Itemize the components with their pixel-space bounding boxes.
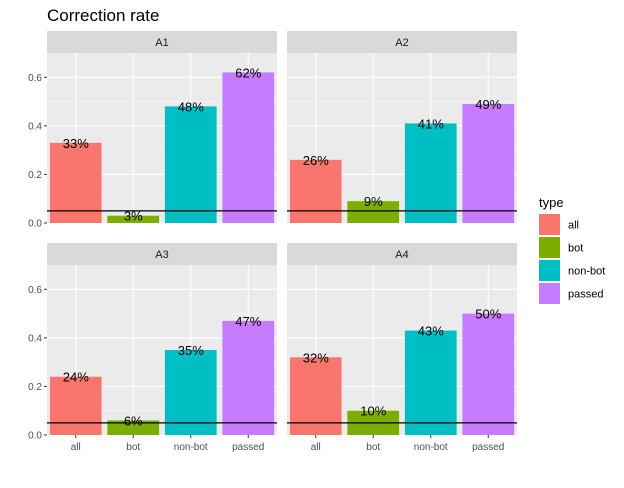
legend-title: type — [539, 195, 564, 210]
x-tick-label: all — [311, 442, 321, 453]
legend-label-non-bot: non-bot — [568, 266, 605, 278]
panel-a1: A1 33% 3% 48% 62% — [47, 31, 277, 224]
bar-passed — [222, 320, 275, 435]
x-axes: all bot non-bot passed all bot non-bot passed — [71, 435, 504, 453]
legend-swatch-passed — [539, 283, 560, 304]
facet-label: A4 — [395, 249, 408, 261]
data-label: 47% — [235, 314, 261, 329]
y-tick-label: 0.2 — [28, 382, 42, 393]
data-label: 35% — [178, 343, 204, 358]
data-label: 10% — [360, 404, 386, 419]
x-tick-label: passed — [472, 442, 504, 453]
panel-a4: A4 32% 10% 43% 50% — [287, 243, 517, 436]
facet-label: A3 — [155, 249, 168, 261]
bar-bot — [107, 215, 160, 223]
bar-non-bot — [404, 330, 457, 435]
data-label: 50% — [475, 307, 501, 322]
facet-strip — [47, 31, 277, 53]
y-tick-label: 0.0 — [28, 219, 42, 230]
x-tick-label: all — [71, 442, 81, 453]
facet-strip — [287, 243, 517, 265]
facet-label: A1 — [155, 37, 168, 49]
y-axes: 0.0 0.2 0.4 0.6 0.0 0.2 0.4 0.6 — [28, 73, 47, 442]
y-tick-label: 0.2 — [28, 170, 42, 181]
bar-all — [289, 159, 342, 223]
panel-a3: A3 24% 6% 35% 47% — [47, 243, 277, 436]
bar-bot — [347, 201, 400, 223]
data-label: 43% — [418, 324, 444, 339]
x-tick-label: passed — [232, 442, 264, 453]
bar-non-bot — [164, 350, 217, 435]
facet-strip — [47, 243, 277, 265]
data-label: 49% — [475, 97, 501, 112]
bar-passed — [462, 104, 515, 223]
y-tick-label: 0.6 — [28, 73, 42, 84]
panels: A133%3%48%62%A226%9%41%49%A324%6%35%47%A… — [47, 31, 517, 436]
data-label: 6% — [124, 413, 143, 428]
x-tick-label: bot — [126, 442, 140, 453]
bar-passed — [462, 313, 515, 435]
bar-non-bot — [164, 106, 217, 223]
data-label: 24% — [63, 370, 89, 385]
bar-non-bot — [404, 123, 457, 223]
bar-all — [49, 376, 102, 435]
x-tick-label: non-bot — [414, 442, 448, 453]
legend-label-passed: passed — [568, 289, 603, 301]
y-tick-label: 0.4 — [28, 121, 42, 132]
y-tick-label: 0.0 — [28, 431, 42, 442]
data-label: 33% — [63, 136, 89, 151]
facet-strip — [287, 31, 517, 53]
bar-all — [49, 142, 102, 223]
data-label: 26% — [303, 153, 329, 168]
data-label: 9% — [364, 194, 383, 209]
data-label: 32% — [303, 350, 329, 365]
x-tick-label: bot — [366, 442, 380, 453]
data-label: 41% — [418, 116, 444, 131]
data-label: 3% — [124, 209, 143, 224]
chart-title: Correction rate — [47, 6, 159, 25]
bar-bot — [107, 420, 160, 435]
data-label: 62% — [235, 65, 261, 80]
legend-swatch-non-bot — [539, 260, 560, 281]
data-label: 48% — [178, 99, 204, 114]
legend-swatch-all — [539, 214, 560, 235]
legend-label-all: all — [568, 220, 579, 232]
x-tick-label: non-bot — [174, 442, 208, 453]
bar-all — [289, 357, 342, 435]
legend-swatch-bot — [539, 237, 560, 258]
bar-passed — [222, 72, 275, 223]
legend-label-bot: bot — [568, 243, 583, 255]
y-tick-label: 0.6 — [28, 285, 42, 296]
y-tick-label: 0.4 — [28, 333, 42, 344]
facet-label: A2 — [395, 37, 408, 49]
panel-a2: A2 26% 9% 41% 49% — [287, 31, 517, 224]
